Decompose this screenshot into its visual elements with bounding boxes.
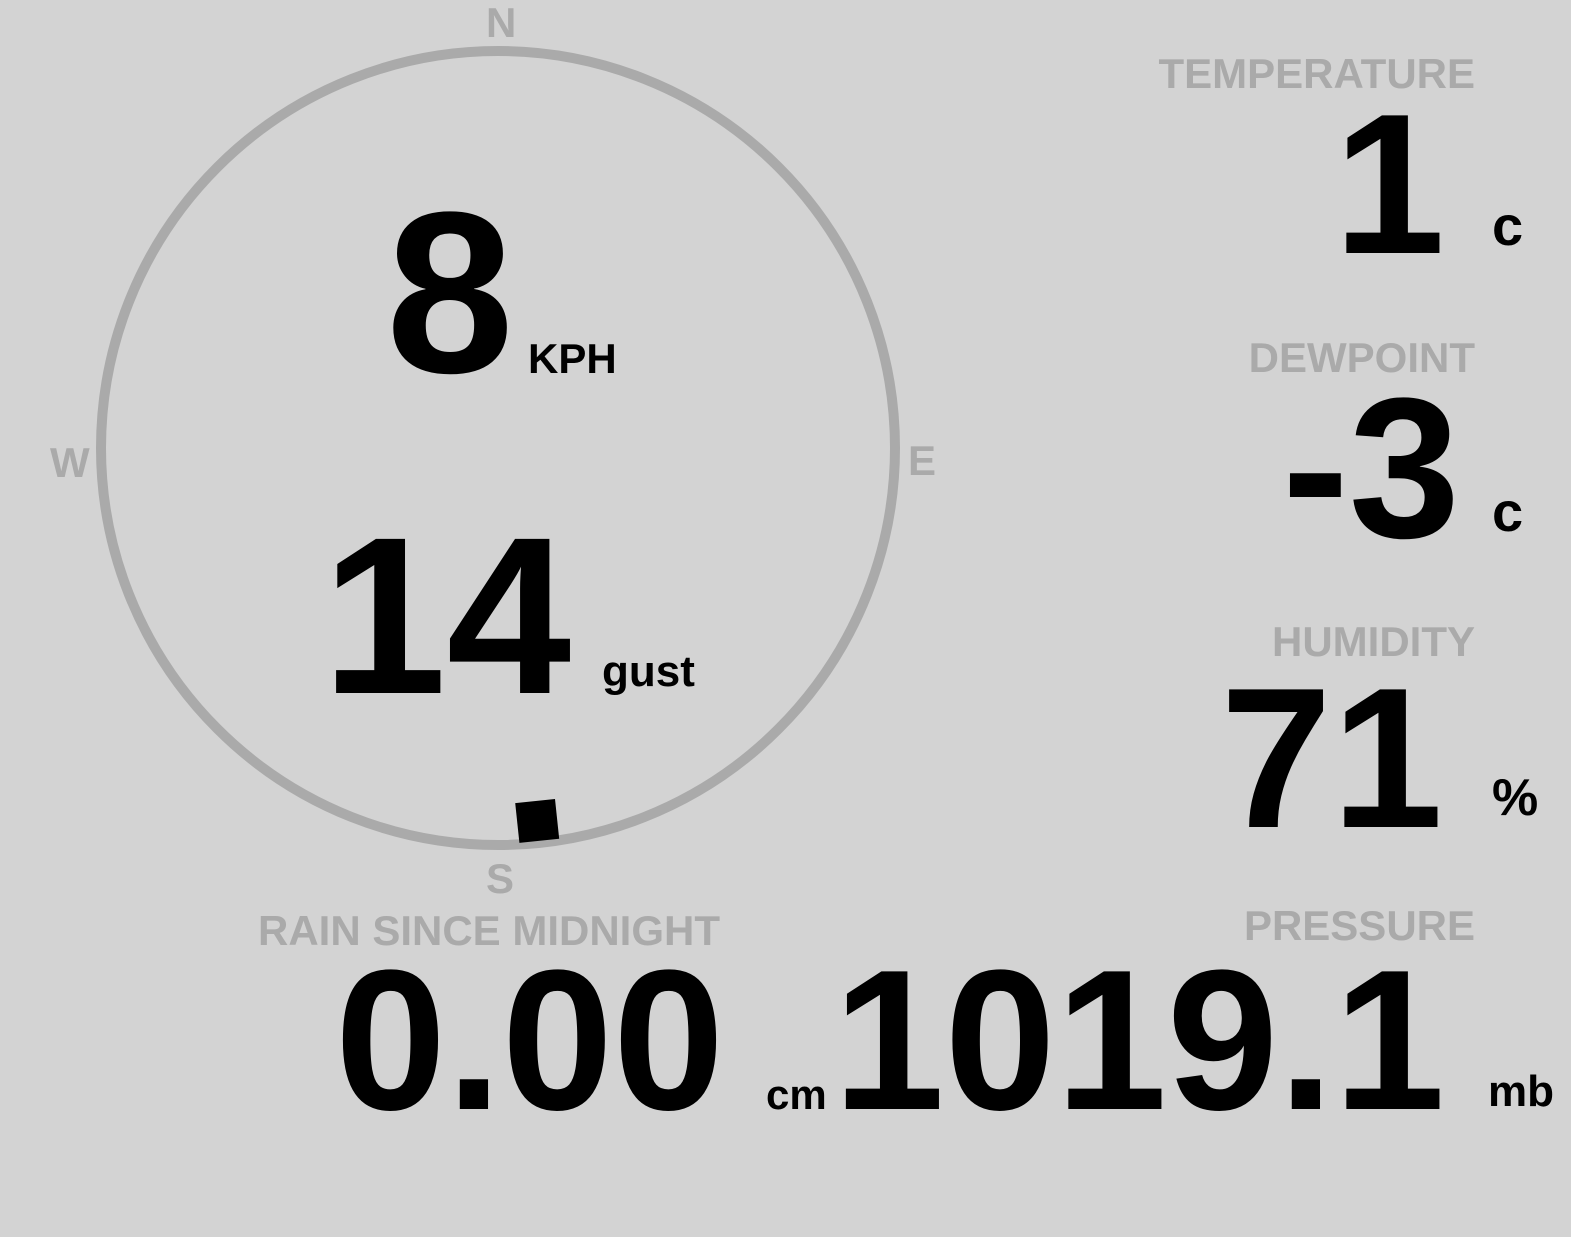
humidity-label: HUMIDITY [1272,618,1475,665]
dewpoint-value: -3 [1282,357,1460,580]
temperature-unit: c [1492,194,1524,257]
pressure-unit: mb [1488,1067,1554,1116]
compass-west: W [50,439,90,486]
compass-north: N [486,0,517,46]
temperature-value: 1 [1333,73,1445,296]
rain-label: RAIN SINCE MIDNIGHT [258,907,720,954]
dewpoint-label: DEWPOINT [1248,334,1475,381]
wind-gust-unit: gust [602,647,695,696]
wind-gust-value: 14 [322,491,572,741]
pressure-value: 1019.1 [833,929,1445,1152]
wind-speed-value: 8 [386,164,514,421]
humidity-value: 71 [1220,647,1443,870]
compass-south: S [486,855,515,902]
wind-direction-marker [515,798,560,843]
pressure-label: PRESSURE [1243,902,1475,949]
rain-unit: cm [766,1071,827,1118]
dewpoint-unit: c [1492,480,1524,543]
wind-speed-unit: KPH [528,335,617,382]
compass-east: E [908,437,937,484]
humidity-unit: % [1492,769,1539,827]
temperature-label: TEMPERATURE [1158,50,1475,97]
rain-value: 0.00 [335,929,725,1152]
